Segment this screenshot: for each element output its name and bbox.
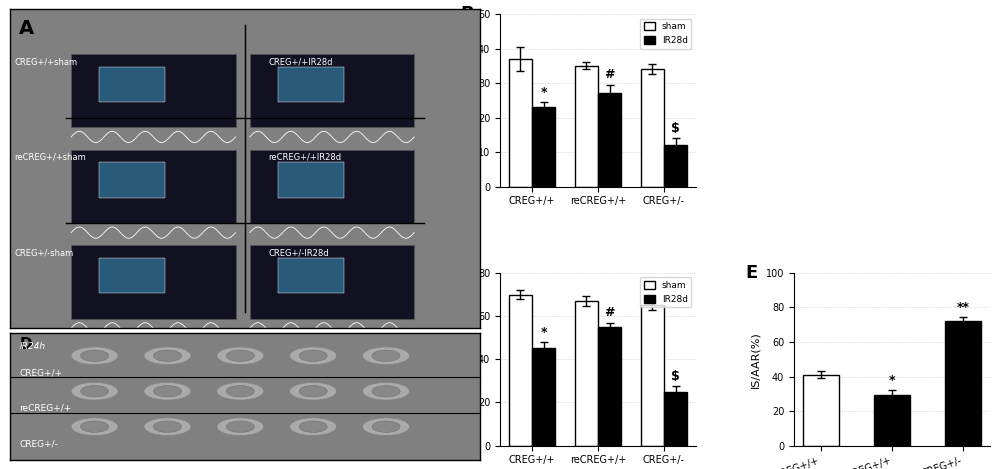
Y-axis label: IS/AAR(%): IS/AAR(%) [750, 331, 760, 388]
Ellipse shape [290, 347, 337, 365]
Text: #: # [604, 306, 615, 319]
Ellipse shape [299, 386, 327, 397]
Y-axis label: EF(%): EF(%) [462, 343, 472, 376]
Text: reCREG+/+: reCREG+/+ [19, 404, 72, 413]
Bar [509, 295, 532, 446]
Ellipse shape [372, 421, 400, 432]
Ellipse shape [71, 347, 118, 365]
Ellipse shape [80, 421, 109, 432]
Text: **: ** [957, 301, 970, 313]
Text: CREG+/+: CREG+/+ [19, 369, 63, 378]
Ellipse shape [290, 382, 337, 400]
Ellipse shape [217, 347, 264, 365]
Ellipse shape [299, 350, 327, 362]
Bar [575, 301, 598, 446]
Bar [575, 66, 598, 187]
Bar [874, 395, 910, 446]
Ellipse shape [144, 347, 191, 365]
FancyBboxPatch shape [250, 150, 414, 223]
Text: E: E [745, 265, 757, 282]
Ellipse shape [217, 418, 264, 436]
Text: CREG+/+sham: CREG+/+sham [15, 57, 78, 66]
Text: B: B [461, 6, 474, 23]
Text: reCREG+/+sham: reCREG+/+sham [15, 153, 86, 162]
Text: CREG+/+IR28d: CREG+/+IR28d [268, 57, 333, 66]
Text: D: D [19, 337, 32, 352]
Bar [598, 93, 621, 187]
Ellipse shape [144, 382, 191, 400]
Legend: sham, IR28d: sham, IR28d [640, 19, 691, 49]
Text: CREG+/-: CREG+/- [19, 439, 58, 448]
Ellipse shape [153, 386, 182, 397]
Ellipse shape [153, 421, 182, 432]
Ellipse shape [153, 350, 182, 362]
Ellipse shape [372, 350, 400, 362]
FancyBboxPatch shape [71, 245, 236, 319]
Bar [532, 348, 555, 446]
Text: #: # [604, 68, 615, 82]
Ellipse shape [226, 386, 254, 397]
Bar [641, 69, 664, 187]
Legend: sham, IR28d: sham, IR28d [640, 278, 691, 308]
Text: A: A [19, 19, 35, 38]
FancyBboxPatch shape [250, 245, 414, 319]
Ellipse shape [71, 418, 118, 436]
Text: *: * [540, 326, 547, 339]
Text: IR24h: IR24h [19, 342, 46, 351]
Ellipse shape [226, 421, 254, 432]
Text: reCREG+/+IR28d: reCREG+/+IR28d [268, 153, 342, 162]
FancyBboxPatch shape [71, 54, 236, 128]
Ellipse shape [144, 418, 191, 436]
Bar [598, 327, 621, 446]
Bar [641, 305, 664, 446]
FancyBboxPatch shape [99, 258, 165, 293]
Bar [664, 392, 687, 446]
Ellipse shape [80, 386, 109, 397]
FancyBboxPatch shape [278, 258, 344, 293]
FancyBboxPatch shape [99, 162, 165, 197]
Text: *: * [889, 374, 895, 387]
Bar [664, 145, 687, 187]
Text: $: $ [671, 122, 680, 135]
Text: CREG+/-IR28d: CREG+/-IR28d [268, 249, 329, 257]
Text: C: C [461, 265, 474, 282]
FancyBboxPatch shape [250, 54, 414, 128]
Bar [945, 321, 981, 446]
FancyBboxPatch shape [278, 162, 344, 197]
Ellipse shape [217, 382, 264, 400]
Ellipse shape [80, 350, 109, 362]
FancyBboxPatch shape [71, 150, 236, 223]
Bar [509, 59, 532, 187]
Ellipse shape [362, 347, 410, 365]
Ellipse shape [290, 418, 337, 436]
FancyBboxPatch shape [278, 67, 344, 102]
Text: $: $ [671, 370, 680, 383]
Ellipse shape [226, 350, 254, 362]
Ellipse shape [362, 382, 410, 400]
Ellipse shape [71, 382, 118, 400]
Ellipse shape [372, 386, 400, 397]
Text: CREG+/-sham: CREG+/-sham [15, 249, 74, 257]
Text: *: * [540, 86, 547, 98]
Bar [532, 107, 555, 187]
Ellipse shape [299, 421, 327, 432]
Y-axis label: FS(%): FS(%) [462, 84, 472, 117]
FancyBboxPatch shape [99, 67, 165, 102]
Bar [803, 375, 839, 446]
Ellipse shape [362, 418, 410, 436]
